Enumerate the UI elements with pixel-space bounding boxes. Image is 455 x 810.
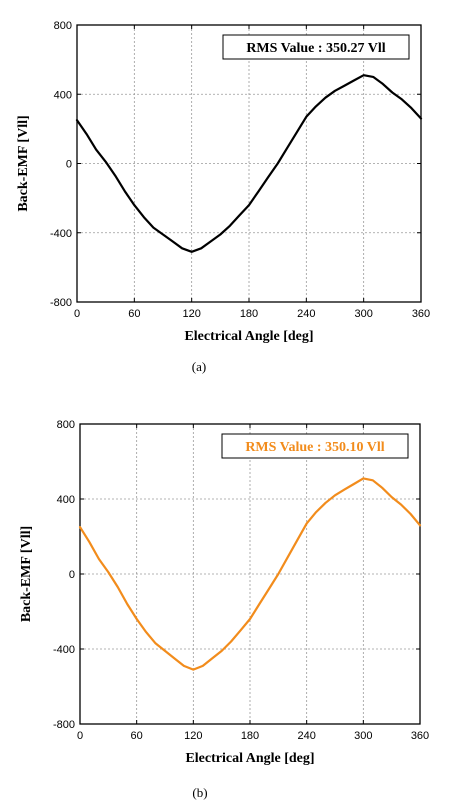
- x-tick-label: 240: [297, 308, 315, 320]
- y-tick-label: -400: [50, 228, 72, 240]
- y-tick-label: -800: [50, 297, 72, 309]
- x-tick-label: 180: [240, 308, 258, 320]
- x-tick-label: 0: [74, 308, 80, 320]
- y-tick-label: 400: [54, 89, 72, 101]
- rms-annotation-box: [222, 34, 410, 60]
- y-tick-label: 0: [69, 569, 75, 581]
- rms-annotation-box: [221, 433, 409, 459]
- x-tick-label: 360: [411, 730, 429, 742]
- figure-caption: (b): [192, 785, 207, 800]
- x-tick-label: 300: [354, 730, 372, 742]
- y-tick-label: 800: [57, 419, 75, 431]
- y-tick-label: 400: [57, 494, 75, 506]
- x-tick-label: 240: [297, 730, 315, 742]
- y-tick-label: 800: [54, 20, 72, 32]
- chart-a: 0 60 120 180 240 300 360 -800 -400 0 400 800 RMS Val…: [16, 20, 430, 374]
- x-tick-label: 120: [182, 308, 200, 320]
- x-tick-label: 60: [131, 730, 143, 742]
- x-tick-label: 0: [77, 730, 83, 742]
- y-axis-label: Back-EMF [Vll]: [19, 526, 34, 622]
- x-axis-label: Electrical Angle [deg]: [184, 329, 313, 344]
- rms-annotation-text: RMS Value : 350.27 Vll: [246, 41, 385, 56]
- figure-caption: (a): [192, 359, 206, 374]
- back-emf-series-line: [78, 477, 422, 671]
- x-tick-label: 300: [354, 308, 372, 320]
- chart-b: 0 60 120 180 240 300 360 -800 -400 0 400 800 RMS Val…: [19, 419, 429, 800]
- x-axis-label: Electrical Angle [deg]: [185, 751, 314, 766]
- x-tick-label: 360: [412, 308, 430, 320]
- x-tick-label: 60: [128, 308, 140, 320]
- back-emf-series-line: [75, 74, 423, 253]
- y-axis-label: Back-EMF [Vll]: [16, 115, 31, 211]
- x-tick-label: 120: [184, 730, 202, 742]
- y-tick-label: -800: [53, 719, 75, 731]
- rms-annotation-text: RMS Value : 350.10 Vll: [245, 440, 384, 455]
- x-tick-label: 180: [241, 730, 259, 742]
- y-tick-label: 0: [66, 159, 72, 171]
- y-tick-label: -400: [53, 644, 75, 656]
